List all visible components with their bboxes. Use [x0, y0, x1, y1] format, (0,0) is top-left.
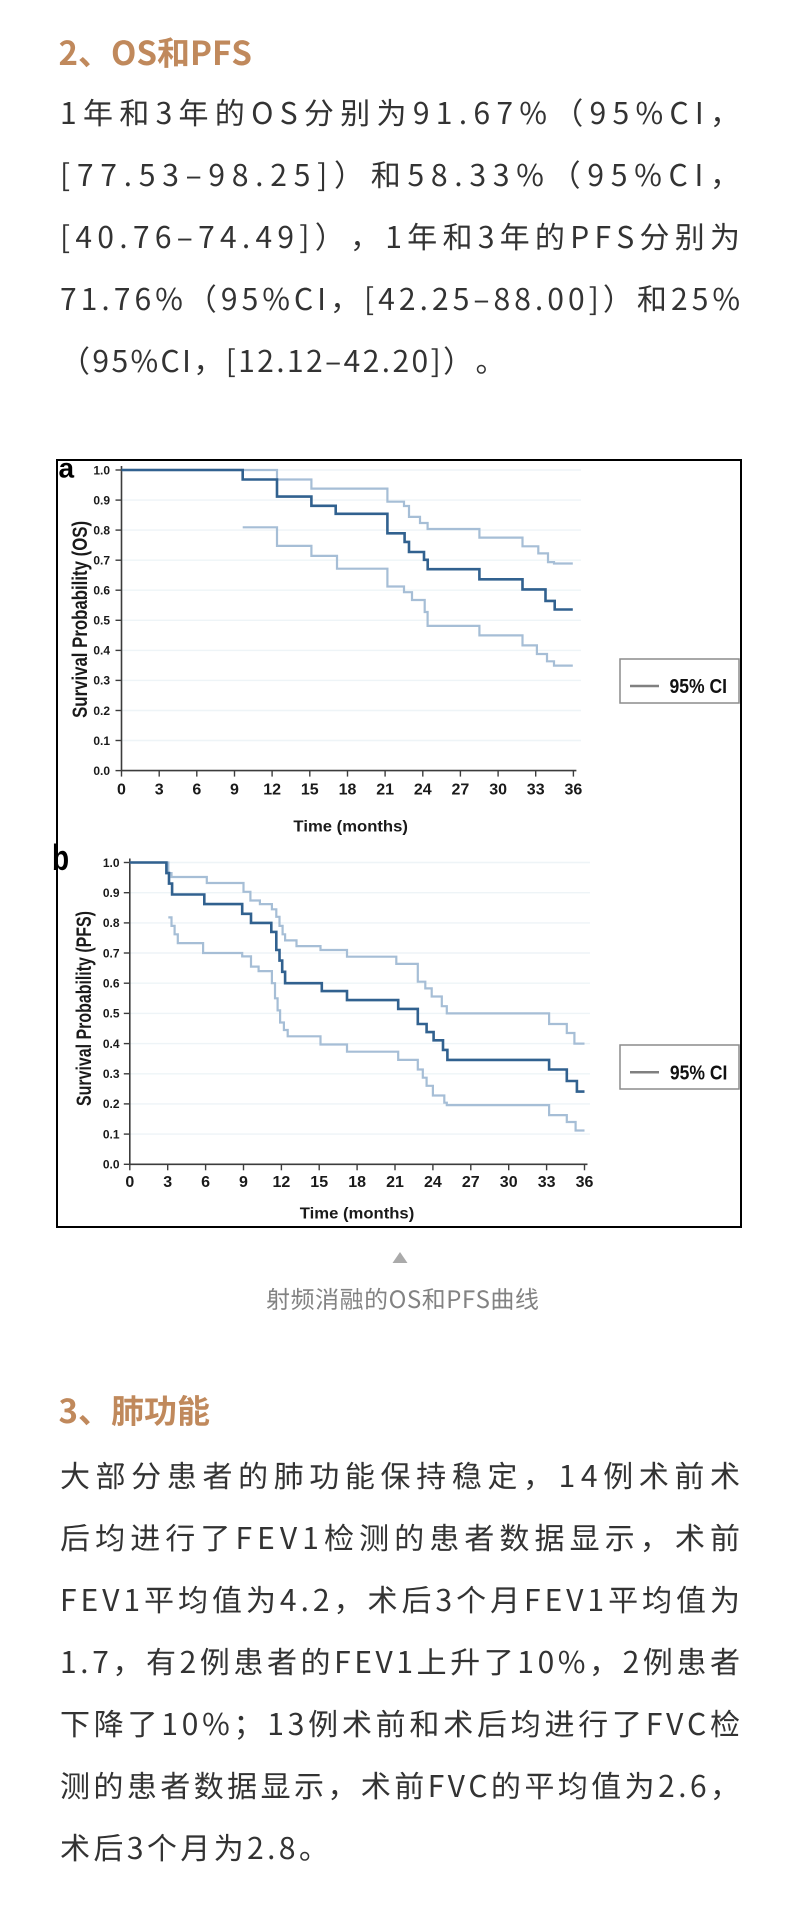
svg-text:0: 0: [117, 782, 126, 799]
svg-text:0.3: 0.3: [93, 674, 110, 688]
svg-text:33: 33: [538, 1174, 556, 1191]
svg-text:12: 12: [273, 1174, 291, 1191]
svg-text:0.4: 0.4: [93, 644, 110, 658]
svg-text:b: b: [52, 837, 69, 877]
svg-text:30: 30: [489, 782, 507, 799]
svg-text:0.2: 0.2: [93, 704, 110, 718]
svg-text:0.6: 0.6: [93, 584, 110, 598]
svg-text:27: 27: [462, 1174, 480, 1191]
svg-text:0.2: 0.2: [103, 1097, 120, 1111]
svg-text:0: 0: [125, 1174, 134, 1191]
svg-text:a: a: [59, 453, 75, 484]
svg-text:30: 30: [500, 1174, 518, 1191]
svg-text:0.1: 0.1: [93, 734, 110, 748]
svg-text:Time (months): Time (months): [300, 1206, 415, 1223]
svg-text:Survival Probability (PFS): Survival Probability (PFS): [73, 911, 96, 1106]
svg-text:0.0: 0.0: [93, 764, 110, 778]
svg-text:95% CI: 95% CI: [670, 676, 728, 698]
svg-text:36: 36: [565, 782, 583, 799]
svg-text:Time (months): Time (months): [293, 819, 408, 836]
svg-text:95% CI: 95% CI: [670, 1063, 728, 1085]
svg-text:18: 18: [348, 1174, 366, 1191]
svg-text:15: 15: [310, 1174, 328, 1191]
svg-text:0.5: 0.5: [93, 614, 110, 628]
svg-text:0.4: 0.4: [103, 1037, 120, 1051]
svg-text:27: 27: [452, 782, 470, 799]
svg-text:0.8: 0.8: [103, 916, 120, 930]
svg-text:0.7: 0.7: [103, 946, 120, 960]
svg-text:15: 15: [301, 782, 319, 799]
svg-text:0.9: 0.9: [103, 886, 120, 900]
svg-text:1.0: 1.0: [93, 463, 110, 477]
svg-text:0.3: 0.3: [103, 1067, 120, 1081]
svg-text:0.0: 0.0: [103, 1158, 120, 1172]
svg-text:3: 3: [155, 782, 164, 799]
svg-text:33: 33: [527, 782, 545, 799]
svg-text:6: 6: [192, 782, 201, 799]
svg-text:9: 9: [230, 782, 239, 799]
svg-text:3: 3: [163, 1174, 172, 1191]
svg-text:9: 9: [239, 1174, 248, 1191]
svg-text:0.5: 0.5: [103, 1007, 120, 1021]
svg-text:0.6: 0.6: [103, 977, 120, 991]
svg-text:Survival Probability (OS): Survival Probability (OS): [69, 521, 92, 718]
svg-text:21: 21: [386, 1174, 404, 1191]
svg-text:21: 21: [376, 782, 394, 799]
svg-text:0.1: 0.1: [103, 1127, 120, 1141]
svg-text:36: 36: [576, 1174, 594, 1191]
svg-text:1.0: 1.0: [103, 856, 120, 870]
svg-text:6: 6: [201, 1174, 210, 1191]
svg-text:12: 12: [263, 782, 281, 799]
svg-text:24: 24: [424, 1174, 442, 1191]
svg-text:0.8: 0.8: [93, 523, 110, 537]
svg-text:24: 24: [414, 782, 432, 799]
svg-text:0.7: 0.7: [93, 554, 110, 568]
svg-text:18: 18: [339, 782, 357, 799]
svg-text:0.9: 0.9: [93, 493, 110, 507]
